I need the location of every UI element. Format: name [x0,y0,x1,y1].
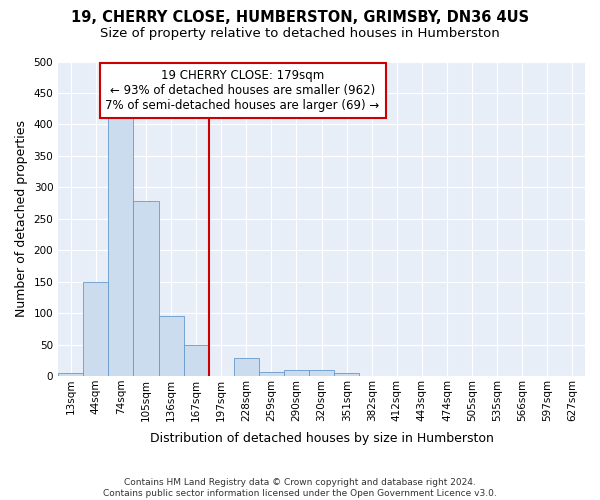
Bar [334,373,359,376]
Bar [284,370,309,376]
Text: Contains HM Land Registry data © Crown copyright and database right 2024.
Contai: Contains HM Land Registry data © Crown c… [103,478,497,498]
Text: Size of property relative to detached houses in Humberston: Size of property relative to detached ho… [100,28,500,40]
Y-axis label: Number of detached properties: Number of detached properties [15,120,28,317]
X-axis label: Distribution of detached houses by size in Humberston: Distribution of detached houses by size … [149,432,494,445]
Text: 19, CHERRY CLOSE, HUMBERSTON, GRIMSBY, DN36 4US: 19, CHERRY CLOSE, HUMBERSTON, GRIMSBY, D… [71,10,529,25]
Bar [158,316,184,376]
Bar [259,372,284,376]
Bar [58,373,83,376]
Bar [133,201,158,376]
Bar [234,358,259,376]
Bar [83,282,109,376]
Bar [309,370,334,376]
Bar [184,345,209,376]
Text: 19 CHERRY CLOSE: 179sqm
← 93% of detached houses are smaller (962)
7% of semi-de: 19 CHERRY CLOSE: 179sqm ← 93% of detache… [106,70,380,112]
Bar [109,112,133,376]
